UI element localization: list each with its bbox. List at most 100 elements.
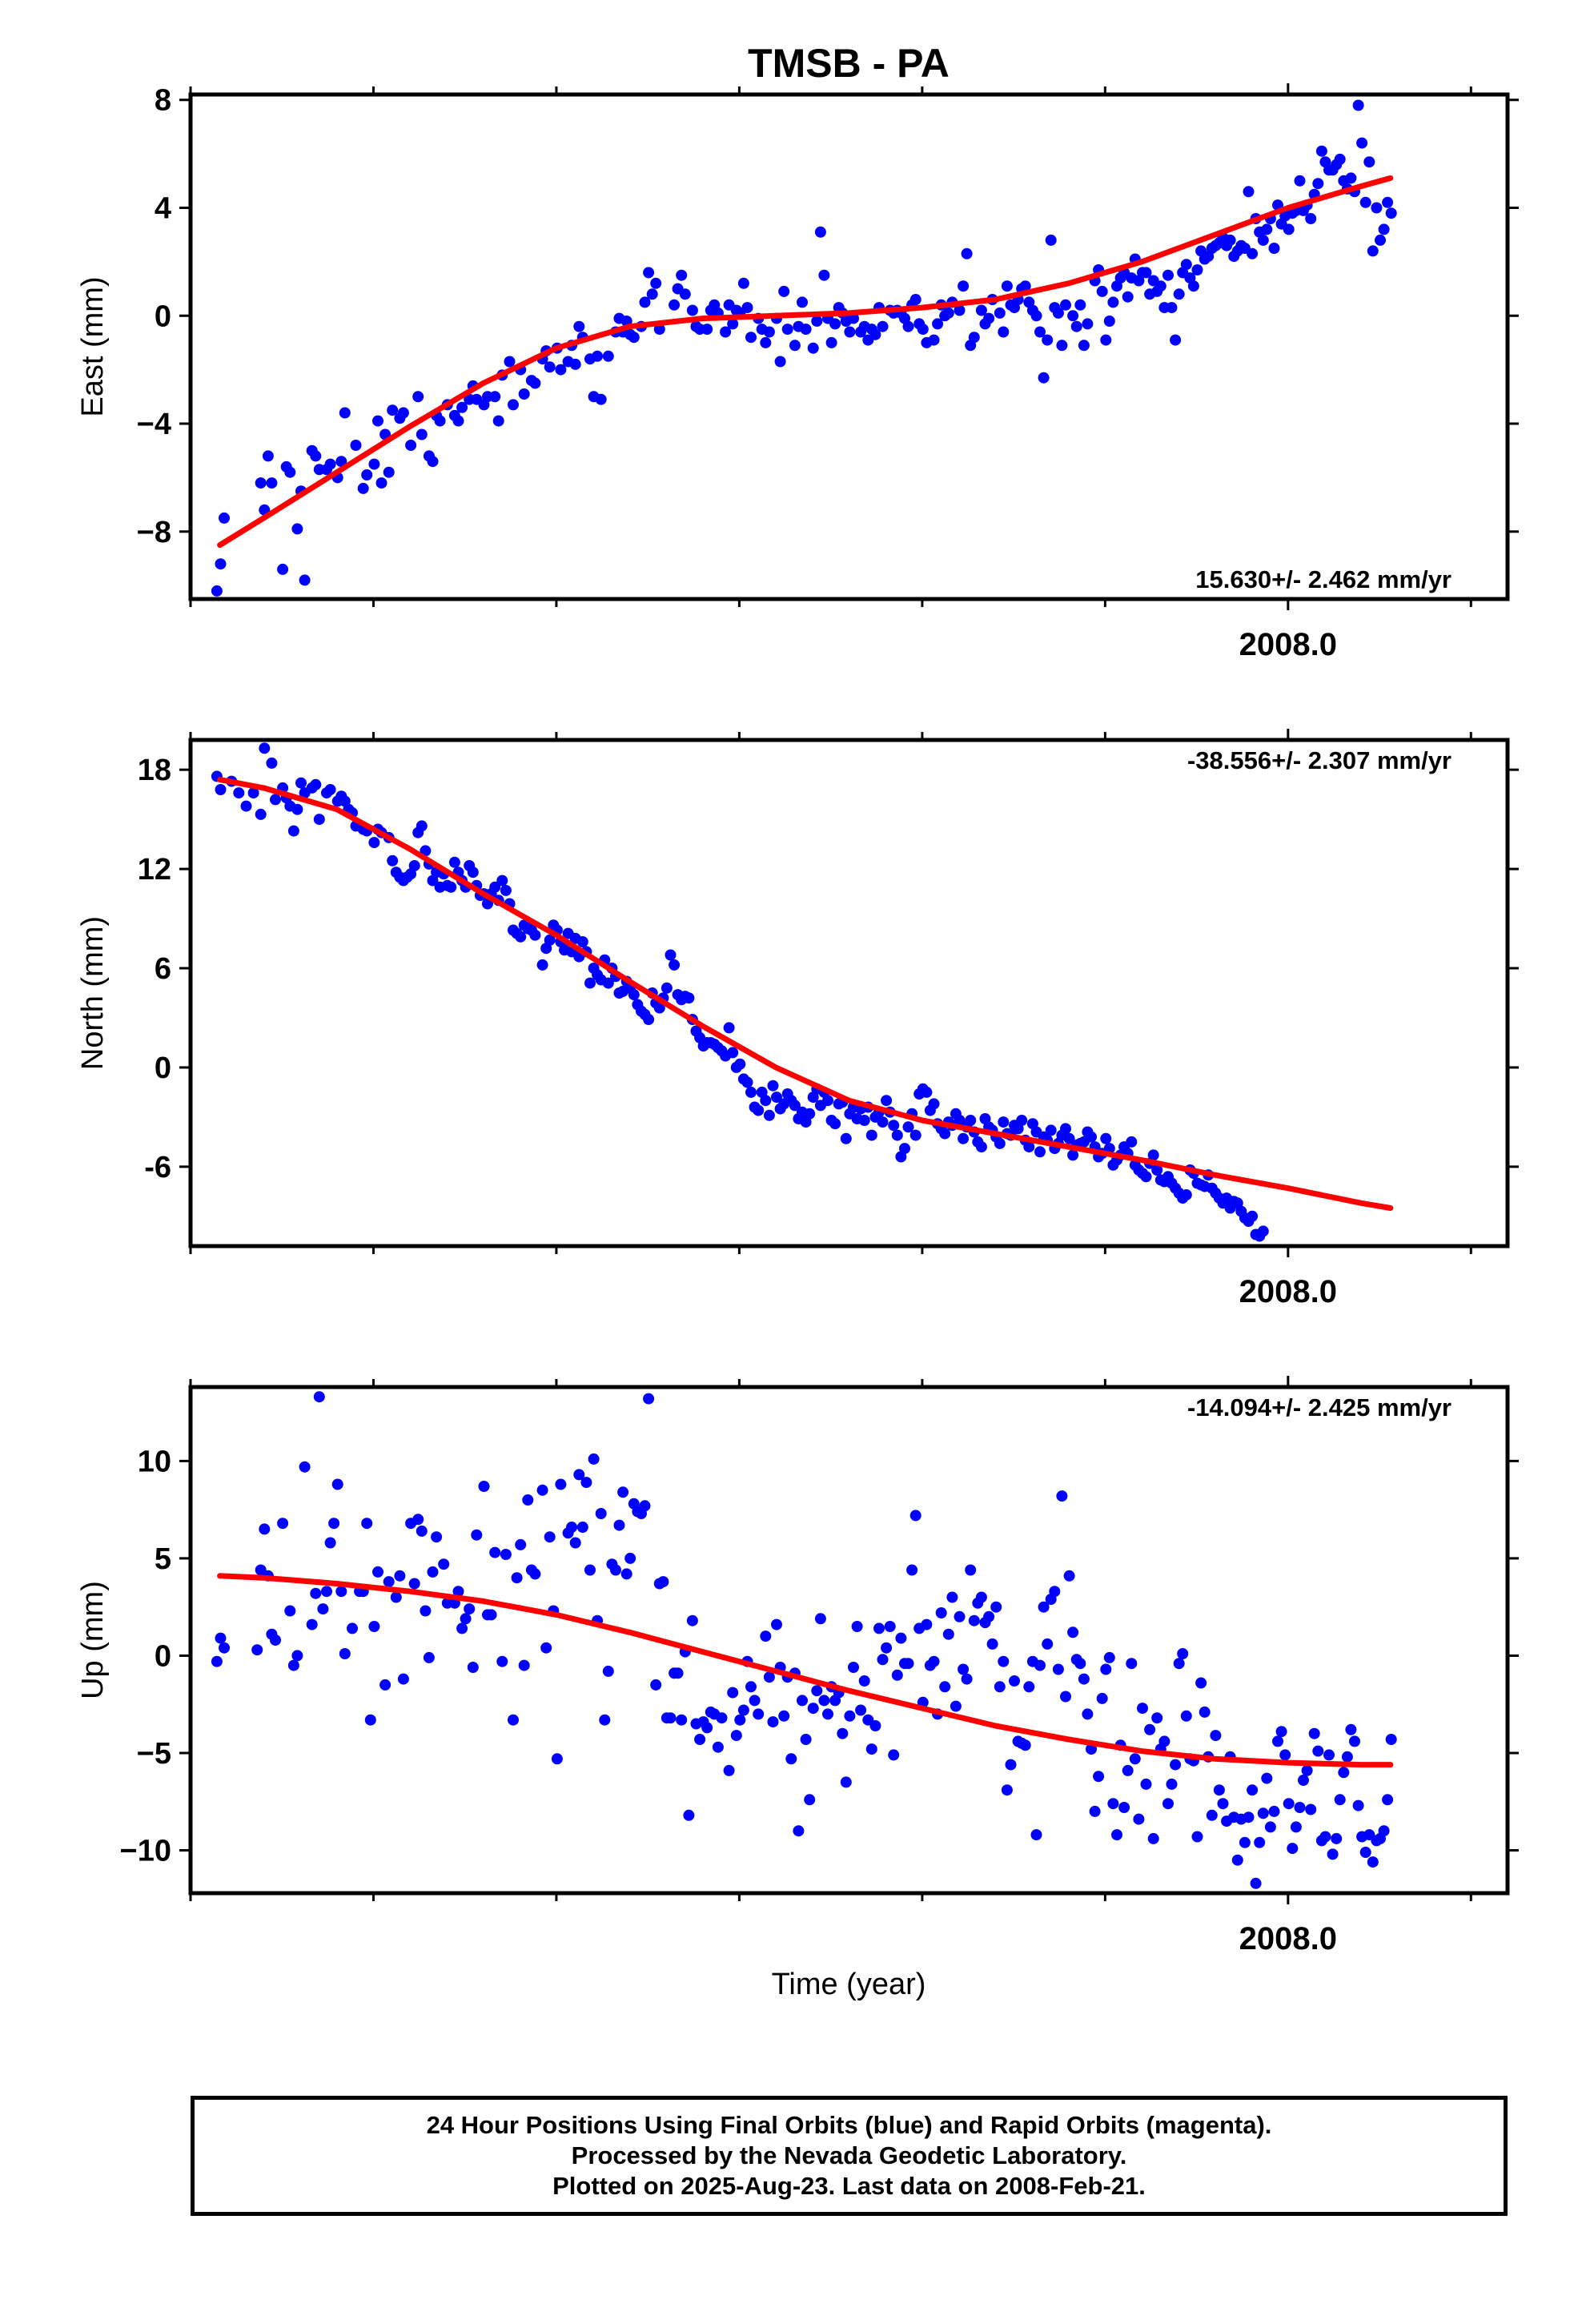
up-data-point <box>1367 1856 1379 1868</box>
up-data-point <box>478 1481 490 1492</box>
panel-north: 18 12 6 0 -6 2008.0 North (mm) -38.556+/- 2.307… <box>76 729 1519 1309</box>
up-trend-line <box>217 1573 1394 1768</box>
east-data-point <box>763 326 775 338</box>
east-data-point <box>1359 196 1371 208</box>
north-data-point <box>1257 1225 1269 1237</box>
up-data-point <box>595 1508 607 1519</box>
north-data-point <box>500 884 512 896</box>
up-data-point <box>1177 1648 1189 1659</box>
up-data-point <box>1170 1759 1182 1771</box>
east-data-point <box>797 296 808 308</box>
north-ytick-label: 6 <box>155 952 171 986</box>
up-data-point <box>1133 1813 1145 1825</box>
east-data-point <box>650 277 662 289</box>
east-data-point <box>529 377 541 389</box>
up-data-point <box>760 1630 772 1642</box>
up-data-point <box>686 1614 698 1626</box>
north-data-point <box>753 1104 765 1116</box>
up-data-point <box>804 1794 816 1806</box>
east-data-point <box>1052 307 1064 319</box>
north-data-point <box>1100 1132 1112 1144</box>
north-data-point <box>829 1118 841 1130</box>
north-data-point <box>247 787 259 799</box>
east-data-point <box>1060 299 1071 311</box>
east-data-point <box>968 332 980 344</box>
up-ytick-label: 0 <box>155 1639 171 1673</box>
up-data-point <box>968 1614 980 1626</box>
east-data-point <box>909 294 921 305</box>
up-data-point <box>650 1679 662 1691</box>
up-rate-label: -14.094+/- 2.425 mm/yr <box>1187 1393 1452 1421</box>
east-data-point <box>1082 318 1094 330</box>
east-data-point <box>1375 234 1386 246</box>
east-data-point <box>814 226 826 238</box>
up-data-point <box>1305 1803 1317 1815</box>
east-ytick-label: −8 <box>137 516 171 549</box>
up-data-point <box>1049 1586 1061 1598</box>
up-data-point <box>928 1655 940 1667</box>
north-data-point <box>584 977 596 989</box>
up-data-point <box>310 1587 322 1599</box>
east-data-point <box>1070 320 1082 332</box>
east-data-point <box>877 320 889 332</box>
up-data-point <box>1122 1764 1134 1776</box>
east-data-point <box>1378 223 1390 235</box>
up-data-point <box>1151 1712 1163 1724</box>
up-data-point <box>694 1734 706 1745</box>
east-data-point <box>1191 264 1203 275</box>
north-data-point <box>1034 1146 1046 1158</box>
north-data-point <box>899 1143 910 1155</box>
east-y-axis-label: East (mm) <box>76 276 110 416</box>
up-data-point <box>456 1622 468 1634</box>
up-data-point <box>1319 1831 1331 1843</box>
up-data-point <box>500 1549 512 1560</box>
east-data-point <box>1187 280 1199 292</box>
north-data-point <box>1016 1115 1028 1126</box>
north-data-point <box>804 1108 816 1120</box>
up-data-point <box>643 1393 655 1405</box>
up-data-point <box>602 1665 614 1677</box>
north-data-point <box>683 992 695 1004</box>
up-data-point <box>1034 1659 1046 1671</box>
north-data-point <box>994 1137 1006 1149</box>
up-data-point <box>335 1586 347 1598</box>
north-data-point <box>295 777 307 789</box>
east-trend-line <box>217 175 1394 549</box>
up-data-point <box>569 1537 581 1549</box>
up-data-point <box>1056 1490 1068 1502</box>
up-data-point <box>551 1753 563 1765</box>
up-data-point <box>617 1486 629 1498</box>
up-data-point <box>361 1518 373 1530</box>
up-data-point <box>657 1576 669 1588</box>
up-data-point <box>620 1568 632 1580</box>
east-data-point <box>818 269 830 281</box>
up-data-point <box>1243 1811 1255 1823</box>
up-data-point <box>1166 1778 1178 1790</box>
up-data-point <box>270 1634 281 1646</box>
north-y-axis-label: North (mm) <box>76 916 110 1070</box>
north-data-point <box>602 977 614 989</box>
east-data-point <box>1283 223 1295 235</box>
east-data-point <box>928 334 940 346</box>
up-data-point <box>1096 1692 1108 1704</box>
east-data-point <box>357 482 369 494</box>
east-data-point <box>745 332 757 344</box>
east-data-point <box>829 318 841 330</box>
north-data-point <box>313 814 325 826</box>
north-data-point <box>1147 1149 1159 1161</box>
east-data-point <box>456 401 468 413</box>
up-data-point <box>840 1776 852 1788</box>
up-data-point <box>313 1391 325 1403</box>
east-data-point <box>573 320 585 332</box>
up-data-point <box>797 1695 808 1707</box>
east-data-point <box>595 393 607 405</box>
east-data-point <box>781 324 793 336</box>
up-data-point <box>1217 1798 1229 1810</box>
up-data-point <box>939 1681 951 1693</box>
up-data-point <box>865 1743 877 1755</box>
north-data-point <box>529 929 541 941</box>
north-data-point <box>255 808 267 820</box>
up-data-point <box>1180 1710 1192 1722</box>
panel-up: 10 5 0 −5 −10 2008.0 Up (mm) -14.094+/- 2.425 m… <box>76 1376 1519 1956</box>
